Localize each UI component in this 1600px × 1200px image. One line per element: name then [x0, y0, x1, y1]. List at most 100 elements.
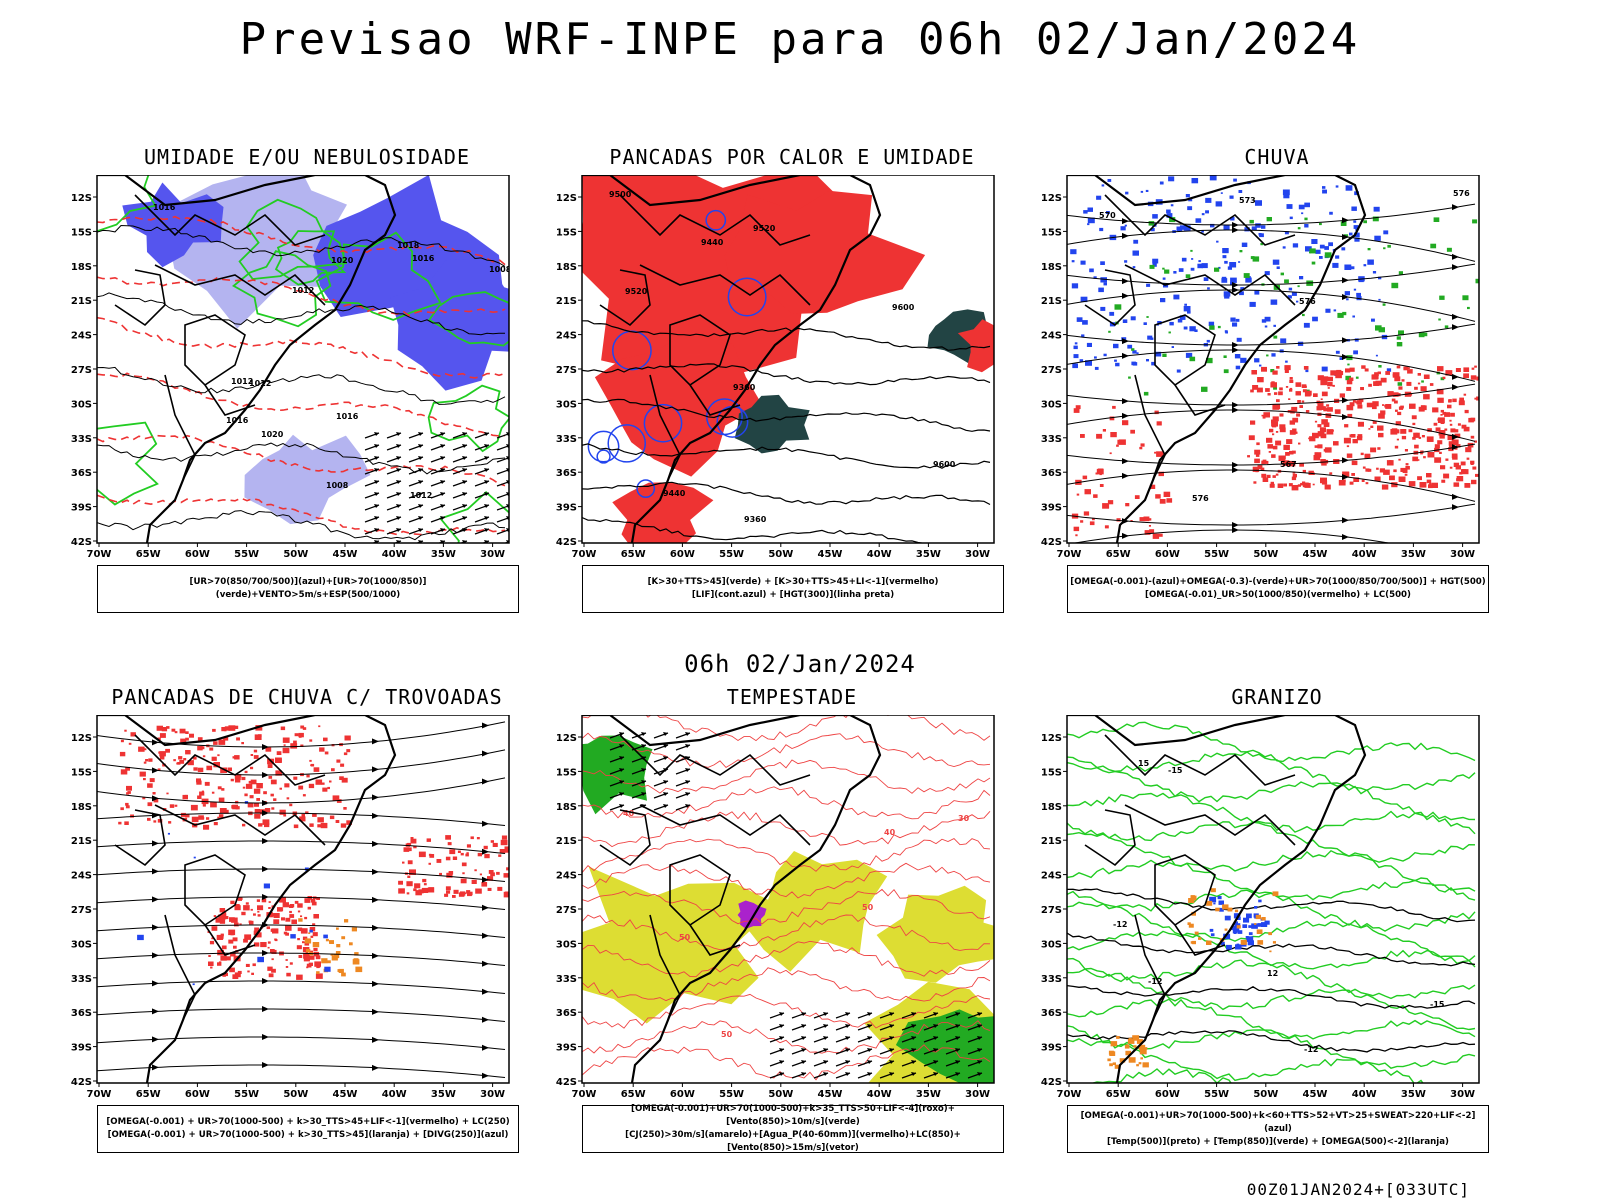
streamline-arrow: [152, 767, 159, 774]
omega-500-area: [1188, 898, 1195, 903]
omega-500-area: [1136, 1039, 1143, 1044]
thunderstorm-area: [402, 861, 405, 864]
streamline-arrow: [262, 810, 269, 817]
omega-blue: [1179, 225, 1186, 230]
wind-vector-head: [801, 1036, 806, 1040]
precip-area: [1377, 371, 1381, 375]
legend-line: [OMEGA(-0.001)-(azul)+OMEGA(-0.3)-(verde…: [1070, 577, 1486, 587]
height-300-contour: [582, 363, 991, 386]
thunderstorm-area: [406, 881, 413, 887]
thunderstorm-area: [213, 741, 218, 745]
lat-tick-label: 21S: [1041, 836, 1062, 847]
precip-area: [1158, 533, 1163, 537]
precip-area: [1460, 461, 1466, 466]
precip-area: [1320, 379, 1328, 386]
thunderstorm-area: [302, 794, 306, 797]
precip-area: [1117, 439, 1124, 445]
streamline-arrow: [262, 950, 269, 957]
omega-blue: [1378, 276, 1382, 280]
precip-area: [1312, 483, 1315, 486]
state-border: [1174, 924, 1226, 956]
omega-blue: [1291, 291, 1297, 296]
thunderstorm-area: [218, 739, 226, 745]
precip-area: [1365, 468, 1370, 472]
omega-green: [1162, 353, 1167, 357]
streamline-arrow: [152, 840, 159, 847]
omega-blue: [1150, 337, 1154, 340]
thunderstorm-area: [310, 950, 314, 954]
precip-area: [1279, 387, 1283, 391]
omega-blue: [1106, 211, 1110, 214]
contour-label: 1012: [292, 286, 314, 295]
precip-area: [1272, 370, 1278, 375]
thunderstorm-area: [221, 788, 225, 791]
precip-area: [1275, 431, 1279, 433]
omega-500-area: [1234, 909, 1239, 913]
thunderstorm-area: [234, 922, 239, 927]
thunderstorm-area: [282, 902, 289, 908]
lat-tick-label: 42S: [71, 537, 92, 548]
streamline-arrow: [1452, 373, 1459, 380]
height-300-contour: [582, 320, 991, 351]
precip-area: [1445, 370, 1453, 376]
precip-area: [1362, 466, 1366, 469]
hail-area: [1226, 944, 1232, 950]
precip-area: [1326, 429, 1334, 435]
wind-vector-head: [685, 792, 690, 796]
thunderstorm-area: [305, 811, 309, 815]
thunderstorm-area: [261, 943, 267, 947]
state-border: [184, 854, 246, 927]
lon-tick-label: 35W: [916, 1089, 941, 1100]
thunderstorm-area: [211, 756, 217, 761]
shower-area: [321, 958, 328, 964]
omega-green: [1382, 303, 1386, 306]
omega-blue: [1079, 359, 1084, 362]
precipitable-water-contour: [582, 759, 991, 794]
thunderstorm-area: [276, 758, 282, 763]
wind-vector-head: [801, 1072, 806, 1076]
hail-area: [1224, 915, 1231, 921]
precip-area: [1283, 444, 1290, 450]
lon-tick-label: 55W: [719, 549, 744, 560]
thunderstorm-area: [166, 792, 169, 795]
lon-tick-label: 30W: [965, 549, 990, 560]
wind-vector-head: [462, 528, 467, 532]
streamline-arrow: [482, 778, 489, 785]
thunderstorm-area: [185, 750, 191, 755]
precip-area: [1423, 394, 1430, 400]
thunderstorm-area: [280, 726, 286, 731]
lon-tick-label: 40W: [867, 549, 892, 560]
wind-vector-head: [396, 456, 401, 460]
precip-area: [1292, 417, 1299, 423]
wind-vector-head: [484, 528, 489, 532]
streamline-arrow: [1452, 264, 1459, 271]
omega-blue: [1201, 230, 1204, 233]
thunderstorm-area: [211, 926, 218, 931]
thunderstorm-area: [261, 898, 267, 903]
contour-label: 1020: [261, 430, 284, 439]
precip-area: [1395, 409, 1398, 412]
streamline-arrow: [372, 1064, 379, 1071]
precip-area: [1271, 421, 1278, 427]
lat-tick-label: 30S: [71, 939, 92, 950]
omega-blue: [1241, 242, 1248, 247]
precip-area: [1321, 480, 1328, 485]
precip-area: [1314, 445, 1318, 448]
thunderstorm-area: [169, 804, 175, 808]
thunderstorm-area: [197, 795, 202, 799]
isobar: [97, 224, 506, 267]
streamline-arrow: [152, 952, 159, 959]
precip-area: [1139, 446, 1143, 450]
thunderstorm-area: [213, 762, 220, 768]
omega-blue: [1289, 216, 1293, 220]
omega-green: [1143, 391, 1149, 396]
wind-vector-head: [663, 756, 668, 760]
omega-green: [1421, 380, 1424, 383]
omega-green: [1397, 382, 1403, 386]
precip-area: [1447, 434, 1455, 441]
lon-tick-label: 55W: [1204, 1089, 1229, 1100]
legend-granizo: [OMEGA(-0.001)+UR>70(1000-500)+k<60+TTS>…: [1067, 1105, 1489, 1153]
thunderstorm-area: [243, 938, 248, 943]
